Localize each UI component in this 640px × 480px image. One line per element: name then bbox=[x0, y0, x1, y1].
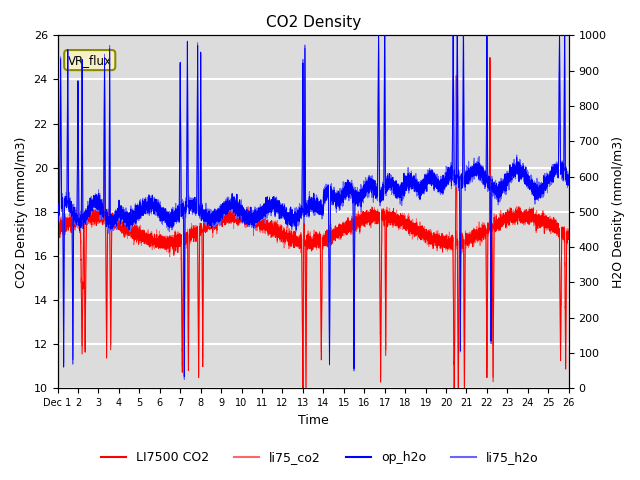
Legend: LI7500 CO2, li75_co2, op_h2o, li75_h2o: LI7500 CO2, li75_co2, op_h2o, li75_h2o bbox=[96, 446, 544, 469]
Y-axis label: CO2 Density (mmol/m3): CO2 Density (mmol/m3) bbox=[15, 136, 28, 288]
Text: VR_flux: VR_flux bbox=[68, 54, 112, 67]
Title: CO2 Density: CO2 Density bbox=[266, 15, 361, 30]
X-axis label: Time: Time bbox=[298, 414, 328, 427]
Y-axis label: H2O Density (mmol/m3): H2O Density (mmol/m3) bbox=[612, 136, 625, 288]
